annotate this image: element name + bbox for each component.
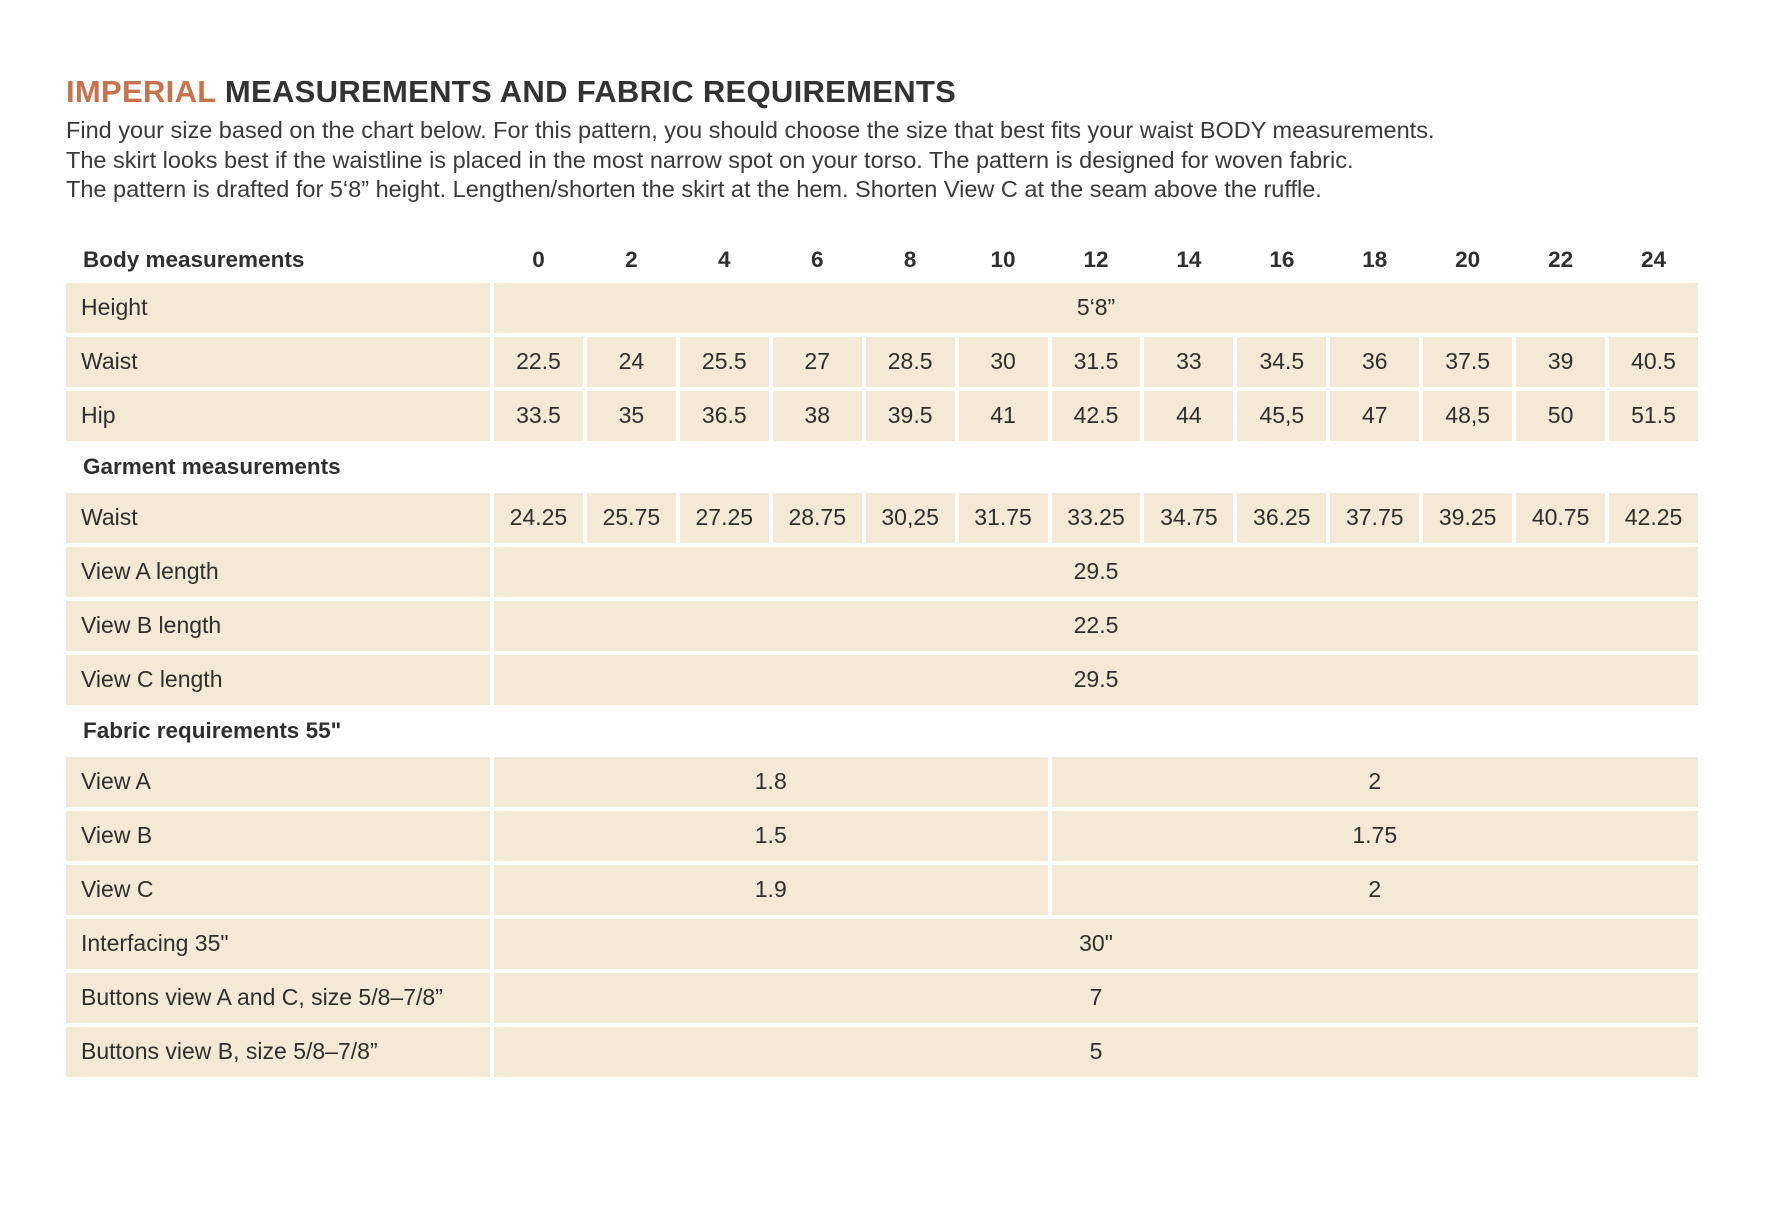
value-cell-interfacing-35-0: 30" <box>494 918 1698 969</box>
value-cell-view-a-0: 1.8 <box>494 756 1048 807</box>
value-cell-view-b-1: 1.75 <box>1051 810 1698 861</box>
size-header-2: 2 <box>586 240 676 279</box>
row-label-view-c: View C <box>66 864 490 915</box>
value-cell-hip-8: 45,5 <box>1237 390 1327 441</box>
row-label-view-a-length: View A length <box>66 546 490 597</box>
value-cell-buttons-view-a-and-c-size-5-8-7-8-0: 7 <box>494 972 1698 1023</box>
intro-text: Find your size based on the chart below.… <box>66 116 1698 205</box>
value-cell-waist-8: 34.5 <box>1237 336 1327 387</box>
value-cell-view-a-1: 2 <box>1051 756 1698 807</box>
measurements-table: Body measurements 0 2 4 6 8 10 12 14 16 18 20 22 24 He… <box>66 240 1698 1077</box>
page-title-highlight: IMPERIAL <box>66 74 216 109</box>
value-cell-hip-2: 36.5 <box>679 390 769 441</box>
value-cell-buttons-view-b-size-5-8-7-8-0: 5 <box>494 1026 1698 1077</box>
value-cell-height-0: 5‘8” <box>494 282 1698 333</box>
value-cell-waist-3: 28.75 <box>772 492 862 543</box>
value-cell-waist-2: 25.5 <box>679 336 769 387</box>
row-label-view-b: View B <box>66 810 490 861</box>
value-cell-waist-7: 33 <box>1144 336 1234 387</box>
row-label-view-c-length: View C length <box>66 654 490 705</box>
value-cell-hip-12: 51.5 <box>1609 390 1698 441</box>
row-label-height: Height <box>66 282 490 333</box>
value-cell-view-c-length-0: 29.5 <box>494 654 1698 705</box>
section-header-fabric-requirements-55: Fabric requirements 55" <box>66 708 1698 753</box>
value-cell-waist-11: 40.75 <box>1516 492 1606 543</box>
value-cell-hip-3: 38 <box>772 390 862 441</box>
row-label-hip: Hip <box>66 390 490 441</box>
value-cell-waist-0: 24.25 <box>494 492 583 543</box>
value-cell-waist-3: 27 <box>772 336 862 387</box>
column-header-body-measurements: Body measurements <box>66 240 490 279</box>
value-cell-waist-4: 30,25 <box>865 492 955 543</box>
value-cell-hip-1: 35 <box>586 390 676 441</box>
size-header-4: 4 <box>679 240 769 279</box>
value-cell-hip-11: 50 <box>1516 390 1606 441</box>
value-cell-waist-4: 28.5 <box>865 336 955 387</box>
value-cell-hip-4: 39.5 <box>865 390 955 441</box>
value-cell-hip-7: 44 <box>1144 390 1234 441</box>
row-label-view-b-length: View B length <box>66 600 490 651</box>
value-cell-waist-8: 36.25 <box>1237 492 1327 543</box>
row-label-buttons-view-a-and-c-size-5-8-7-8: Buttons view A and C, size 5/8–7/8” <box>66 972 490 1023</box>
size-header-24: 24 <box>1609 240 1698 279</box>
page-title: IMPERIAL MEASUREMENTS AND FABRIC REQUIRE… <box>66 74 1698 110</box>
value-cell-waist-5: 31.75 <box>958 492 1048 543</box>
value-cell-waist-7: 34.75 <box>1144 492 1234 543</box>
measurement-sheet: IMPERIAL MEASUREMENTS AND FABRIC REQUIRE… <box>66 74 1698 1077</box>
size-header-18: 18 <box>1330 240 1420 279</box>
value-cell-waist-6: 31.5 <box>1051 336 1141 387</box>
value-cell-view-b-length-0: 22.5 <box>494 600 1698 651</box>
row-label-waist: Waist <box>66 492 490 543</box>
value-cell-waist-10: 37.5 <box>1423 336 1513 387</box>
section-header-garment-measurements: Garment measurements <box>66 444 1698 489</box>
value-cell-waist-5: 30 <box>958 336 1048 387</box>
size-header-0: 0 <box>494 240 583 279</box>
size-header-20: 20 <box>1423 240 1513 279</box>
row-label-buttons-view-b-size-5-8-7-8: Buttons view B, size 5/8–7/8” <box>66 1026 490 1077</box>
value-cell-waist-6: 33.25 <box>1051 492 1141 543</box>
row-label-interfacing-35: Interfacing 35" <box>66 918 490 969</box>
value-cell-waist-9: 36 <box>1330 336 1420 387</box>
value-cell-waist-0: 22.5 <box>494 336 583 387</box>
value-cell-view-a-length-0: 29.5 <box>494 546 1698 597</box>
value-cell-waist-10: 39.25 <box>1423 492 1513 543</box>
size-header-10: 10 <box>958 240 1048 279</box>
size-header-16: 16 <box>1237 240 1327 279</box>
value-cell-hip-6: 42.5 <box>1051 390 1141 441</box>
row-label-waist: Waist <box>66 336 490 387</box>
value-cell-waist-11: 39 <box>1516 336 1606 387</box>
size-header-8: 8 <box>865 240 955 279</box>
value-cell-waist-12: 40.5 <box>1609 336 1698 387</box>
size-header-6: 6 <box>772 240 862 279</box>
value-cell-waist-1: 25.75 <box>586 492 676 543</box>
intro-line-3: The pattern is drafted for 5‘8” height. … <box>66 176 1322 202</box>
size-header-22: 22 <box>1516 240 1606 279</box>
value-cell-waist-2: 27.25 <box>679 492 769 543</box>
row-label-view-a: View A <box>66 756 490 807</box>
value-cell-view-c-0: 1.9 <box>494 864 1048 915</box>
intro-line-1: Find your size based on the chart below.… <box>66 117 1435 143</box>
value-cell-view-c-1: 2 <box>1051 864 1698 915</box>
value-cell-hip-0: 33.5 <box>494 390 583 441</box>
value-cell-waist-9: 37.75 <box>1330 492 1420 543</box>
value-cell-waist-1: 24 <box>586 336 676 387</box>
value-cell-hip-9: 47 <box>1330 390 1420 441</box>
value-cell-view-b-0: 1.5 <box>494 810 1048 861</box>
page-title-rest: MEASUREMENTS AND FABRIC REQUIREMENTS <box>215 74 957 109</box>
value-cell-hip-5: 41 <box>958 390 1048 441</box>
size-header-12: 12 <box>1051 240 1141 279</box>
value-cell-hip-10: 48,5 <box>1423 390 1513 441</box>
value-cell-waist-12: 42.25 <box>1609 492 1698 543</box>
intro-line-2: The skirt looks best if the waistline is… <box>66 146 1354 173</box>
size-header-14: 14 <box>1144 240 1234 279</box>
